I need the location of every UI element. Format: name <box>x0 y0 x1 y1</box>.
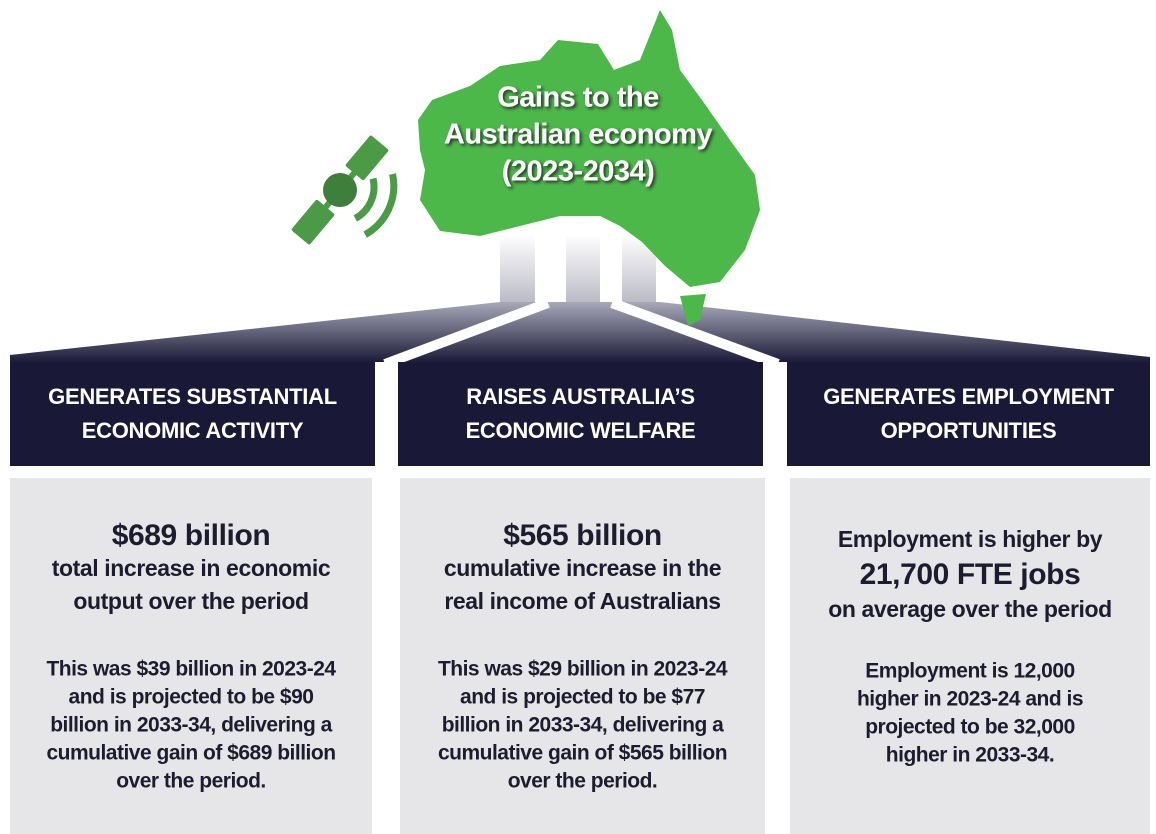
heading-line: ECONOMIC ACTIVITY <box>82 418 304 443</box>
title-line: (2023-2034) <box>502 156 655 188</box>
heading-line: RAISES AUSTRALIA’S <box>466 384 694 409</box>
content-box <box>10 478 372 834</box>
detail-line: billion in 2033-34, delivering a <box>50 714 332 737</box>
heading-box <box>787 362 1150 466</box>
detail-line: cumulative gain of $689 billion <box>46 742 335 765</box>
detail-line: billion in 2033-34, delivering a <box>442 714 724 737</box>
highlight-figure: 21,700 FTE jobs <box>860 558 1081 591</box>
highlight-figure: $689 billion <box>112 519 271 552</box>
connector <box>10 235 1150 369</box>
australia-map <box>418 10 760 326</box>
detail-line: over the period. <box>116 770 266 793</box>
content-box <box>400 478 765 834</box>
heading-line: ECONOMIC WELFARE <box>466 418 696 443</box>
heading-line: OPPORTUNITIES <box>881 418 1057 443</box>
detail-line: over the period. <box>508 770 658 793</box>
detail-line: This was $39 billion in 2023-24 <box>46 658 336 681</box>
heading-line: GENERATES EMPLOYMENT <box>823 384 1114 409</box>
detail-line: higher in 2033-34. <box>886 744 1054 767</box>
detail-line: Employment is 12,000 <box>865 660 1074 683</box>
detail-line: This was $29 billion in 2023-24 <box>438 658 728 681</box>
detail-line: and is projected to be $90 <box>69 686 314 709</box>
highlight-line: real income of Australians <box>444 588 720 614</box>
heading-line: GENERATES SUBSTANTIAL <box>48 384 337 409</box>
title-line: Gains to the <box>497 82 659 114</box>
heading-box <box>398 362 763 466</box>
highlight-line: on average over the period <box>828 596 1112 622</box>
highlight-line: output over the period <box>73 588 308 614</box>
highlight-figure: $565 billion <box>503 519 662 552</box>
content-box <box>790 478 1150 834</box>
heading-box <box>10 362 375 466</box>
satellite-icon <box>291 135 398 245</box>
highlight-line: cumulative increase in the <box>444 555 721 581</box>
title-line: Australian economy <box>444 119 713 151</box>
detail-line: higher in 2023-24 and is <box>857 688 1083 711</box>
highlight-line: Employment is higher by <box>838 526 1103 552</box>
detail-line: and is projected to be $77 <box>460 686 705 709</box>
highlight-line: total increase in economic <box>52 555 331 581</box>
detail-line: projected to be 32,000 <box>865 716 1075 739</box>
detail-line: cumulative gain of $565 billion <box>438 742 727 765</box>
